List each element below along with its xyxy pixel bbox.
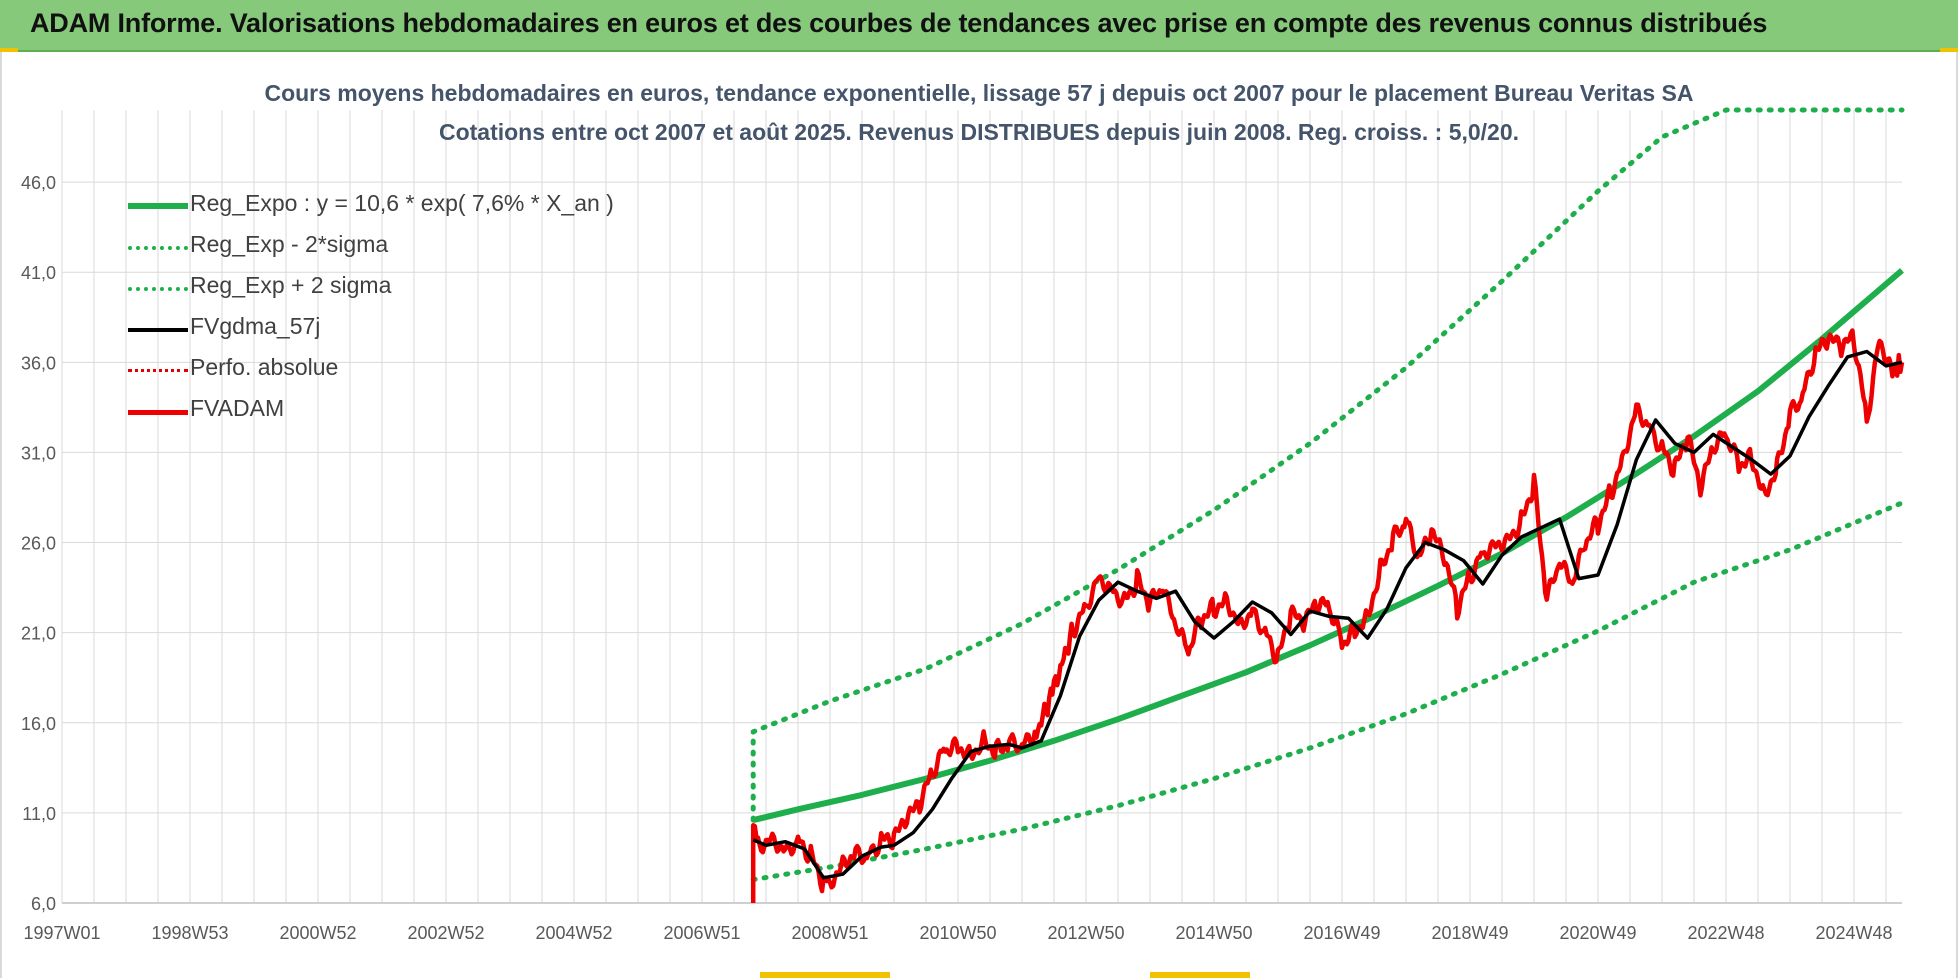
y-tick-label: 6,0: [31, 894, 56, 914]
legend-label-fvgdma: FVgdma_57j: [190, 313, 321, 339]
x-tick-label: 2002W52: [407, 923, 484, 943]
y-tick-label: 41,0: [21, 263, 56, 283]
x-tick-label: 2004W52: [535, 923, 612, 943]
x-tick-label: 1998W53: [151, 923, 228, 943]
legend-swatch-fvadam: [128, 410, 188, 415]
series-line-reg-exp-minus: [750, 500, 1905, 883]
series-line-fvgdma: [752, 349, 1903, 880]
legend-label-perfo: Perfo. absolue: [190, 354, 339, 380]
report-title: ADAM Informe. Valorisations hebdomadaire…: [30, 8, 1768, 38]
chart-frame: [0, 52, 1958, 978]
y-tick-label: 31,0: [21, 443, 56, 463]
x-tick-label: 2022W48: [1687, 923, 1764, 943]
x-tick-label: 2000W52: [279, 923, 356, 943]
series-line-fvadam: [750, 328, 1905, 903]
legend-swatch-reg-expo: [128, 203, 188, 209]
bottom-marker-1: [760, 972, 890, 978]
legend-swatch-fvgdma: [128, 328, 188, 332]
bottom-marker-2: [1150, 972, 1250, 978]
header-corner-left: [0, 48, 18, 53]
y-tick-label: 21,0: [21, 624, 56, 644]
legend-swatch-reg-exp-plus: [128, 287, 188, 291]
x-tick-label: 2008W51: [791, 923, 868, 943]
legend-label-fvadam: FVADAM: [190, 395, 285, 421]
legend-label-reg-expo: Reg_Expo : y = 10,6 * exp( 7,6% * X_an ): [190, 190, 614, 216]
x-tick-label: 2016W49: [1303, 923, 1380, 943]
legend-label-reg-exp-minus: Reg_Exp - 2*sigma: [190, 231, 389, 257]
header-corner-right: [1940, 48, 1958, 53]
report-header: ADAM Informe. Valorisations hebdomadaire…: [0, 0, 1958, 52]
x-tick-label: 2020W49: [1559, 923, 1636, 943]
y-tick-label: 46,0: [21, 173, 56, 193]
x-tick-label: 2024W48: [1815, 923, 1892, 943]
y-tick-label: 26,0: [21, 534, 56, 554]
x-tick-label: 2018W49: [1431, 923, 1508, 943]
x-tick-label: 2014W50: [1175, 923, 1252, 943]
x-tick-label: 2006W51: [663, 923, 740, 943]
chart-subtitle: Cotations entre oct 2007 et août 2025. R…: [438, 119, 1520, 145]
chart-title: Cours moyens hebdomadaires en euros, ten…: [264, 80, 1694, 106]
legend-swatch-reg-exp-minus: [128, 246, 188, 250]
series-line-reg-expo: [752, 268, 1904, 824]
x-tick-label: 1997W01: [23, 923, 100, 943]
x-tick-label: 2010W50: [919, 923, 996, 943]
y-tick-label: 16,0: [21, 714, 56, 734]
legend-swatch-perfo: [128, 369, 188, 372]
legend-label-reg-exp-plus: Reg_Exp + 2 sigma: [190, 272, 392, 298]
x-tick-label: 2012W50: [1047, 923, 1124, 943]
y-tick-label: 36,0: [21, 353, 56, 373]
y-tick-label: 11,0: [22, 804, 56, 824]
series-line-reg-exp-plus: [750, 107, 1905, 823]
